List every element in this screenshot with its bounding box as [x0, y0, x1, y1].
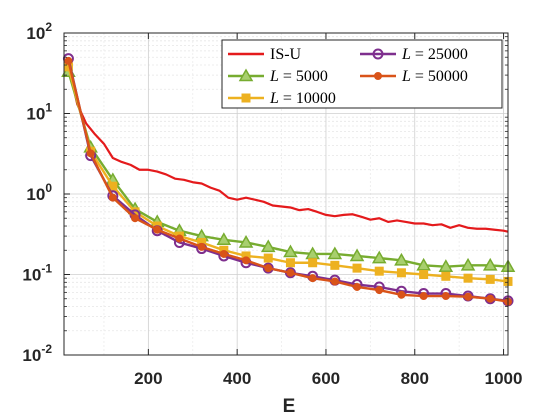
series-line — [67, 64, 509, 233]
data-point — [260, 239, 276, 253]
data-point — [153, 225, 162, 234]
data-point — [131, 214, 140, 223]
series-0 — [67, 64, 509, 233]
series-layer — [61, 53, 516, 307]
y-tick-label: 102 — [26, 20, 52, 43]
data-point — [175, 234, 184, 243]
data-point — [441, 271, 451, 281]
data-point — [464, 292, 473, 301]
data-point — [394, 252, 409, 266]
data-point — [242, 256, 251, 265]
data-point — [238, 234, 254, 248]
data-point — [353, 282, 362, 291]
data-point — [264, 264, 273, 273]
y-tick-label: 100 — [26, 181, 52, 204]
data-point — [375, 286, 384, 295]
legend-marker — [372, 48, 384, 60]
x-tick-label: 800 — [401, 369, 429, 388]
data-point — [438, 259, 454, 272]
data-point — [86, 149, 95, 158]
data-point — [485, 274, 495, 284]
data-point — [64, 56, 73, 65]
x-tick-label: 600 — [312, 369, 340, 388]
data-point — [486, 294, 495, 303]
series-1 — [61, 64, 516, 272]
data-point — [283, 244, 298, 258]
data-point — [460, 257, 476, 271]
legend-label: L = 5000 — [269, 68, 328, 85]
data-point — [263, 253, 273, 263]
data-point — [374, 266, 384, 276]
data-point — [349, 248, 365, 262]
data-point — [397, 290, 406, 299]
y-tick-label: 10-2 — [22, 342, 52, 365]
data-point — [371, 250, 387, 264]
data-point — [482, 257, 498, 271]
data-point — [308, 258, 318, 268]
tick-marks — [64, 32, 508, 356]
x-tick-label: 1000 — [485, 369, 523, 388]
x-tick-label: 400 — [223, 369, 251, 388]
x-tick-label: 200 — [134, 369, 162, 388]
data-point — [197, 242, 206, 251]
data-point — [327, 246, 343, 260]
series-2 — [63, 62, 513, 286]
data-point — [308, 274, 317, 283]
data-point — [419, 270, 429, 279]
data-point — [286, 268, 295, 277]
data-point — [285, 258, 295, 268]
legend-label: L = 50000 — [401, 68, 468, 85]
legend-label: L = 10000 — [269, 90, 336, 107]
legend-box — [221, 39, 503, 109]
data-point — [108, 193, 117, 202]
data-point — [219, 249, 228, 258]
legend: IS-U L = 5000 L = 10000 L = 25000 L = 50000 — [221, 39, 503, 109]
data-point — [463, 273, 473, 283]
legend-marker — [241, 93, 251, 103]
legend-label: IS-U — [270, 46, 302, 63]
data-point — [419, 292, 428, 301]
series-4 — [64, 56, 512, 306]
x-axis-label: E — [283, 396, 296, 417]
data-point — [330, 260, 340, 270]
data-point — [416, 257, 431, 271]
legend-marker — [238, 68, 254, 82]
data-point — [352, 263, 362, 273]
y-tick-label: 101 — [26, 101, 52, 124]
legend-marker — [374, 72, 382, 80]
data-point — [216, 232, 232, 246]
data-point — [396, 268, 406, 278]
x-tick-labels: 200 400 600 800 1000 — [134, 369, 522, 388]
legend-label: L = 25000 — [401, 46, 468, 63]
y-tick-label: 10-1 — [22, 262, 52, 285]
data-point — [441, 292, 450, 301]
y-tick-labels: 10-2 10-1 100 101 102 — [22, 20, 52, 365]
data-point — [330, 277, 339, 286]
